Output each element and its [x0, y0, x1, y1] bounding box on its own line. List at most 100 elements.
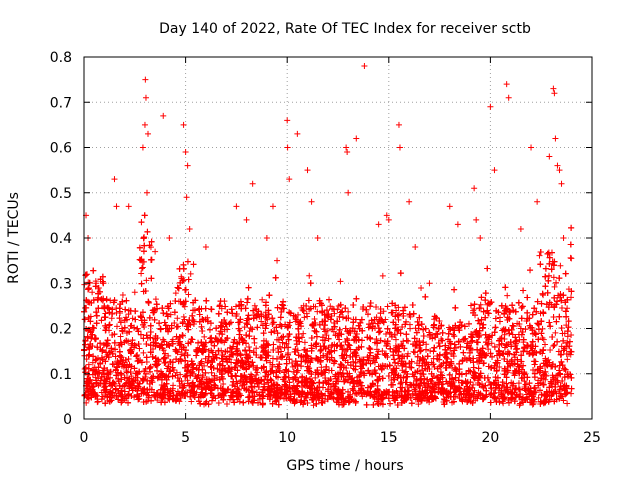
data-point — [306, 272, 313, 279]
data-point — [564, 356, 571, 363]
data-point — [113, 309, 120, 316]
data-point — [506, 309, 513, 316]
data-point — [119, 292, 126, 299]
data-point — [345, 308, 352, 315]
data-point — [323, 332, 330, 339]
data-point — [245, 344, 252, 351]
data-point — [551, 283, 558, 290]
data-point — [504, 292, 511, 299]
data-point — [312, 374, 319, 381]
data-point — [491, 343, 498, 350]
data-point — [496, 363, 503, 370]
data-point — [187, 270, 194, 277]
data-point — [114, 323, 121, 330]
data-point — [251, 302, 258, 309]
data-point — [117, 333, 124, 340]
data-point — [140, 349, 147, 356]
data-point — [567, 254, 574, 261]
data-point — [367, 335, 374, 342]
data-point — [418, 285, 425, 292]
data-point — [564, 333, 571, 340]
data-point — [388, 331, 395, 338]
data-point — [395, 316, 402, 323]
data-point — [221, 390, 228, 397]
data-point — [236, 398, 243, 405]
data-point — [152, 296, 159, 303]
data-point — [253, 371, 260, 378]
data-point — [324, 327, 331, 334]
data-point — [125, 311, 132, 318]
data-point — [535, 394, 542, 401]
data-point — [518, 358, 525, 365]
data-point — [169, 385, 176, 392]
data-point — [202, 355, 209, 362]
data-point — [376, 373, 383, 380]
data-point — [416, 362, 423, 369]
data-point — [550, 274, 557, 281]
data-point — [564, 400, 571, 407]
data-point — [547, 346, 554, 353]
data-point — [139, 264, 146, 271]
data-point — [143, 277, 150, 284]
data-point — [510, 323, 517, 330]
data-point — [404, 350, 411, 357]
data-point — [310, 402, 317, 409]
data-point — [479, 380, 486, 387]
data-point — [83, 356, 90, 363]
data-point — [302, 358, 309, 365]
data-point — [485, 346, 492, 353]
data-point — [564, 305, 571, 312]
data-point — [484, 341, 491, 348]
data-point — [174, 315, 181, 322]
data-point — [188, 398, 195, 405]
data-point — [521, 378, 528, 385]
data-point — [405, 338, 412, 345]
data-point — [325, 344, 332, 351]
data-point — [311, 316, 318, 323]
data-point — [470, 381, 477, 388]
data-point — [228, 359, 235, 366]
data-point — [545, 356, 552, 363]
data-point — [557, 262, 564, 269]
data-point — [410, 348, 417, 355]
data-point — [253, 345, 260, 352]
data-point — [536, 252, 543, 259]
data-point — [166, 396, 173, 403]
data-point — [215, 400, 222, 407]
data-point — [549, 372, 556, 379]
data-point — [380, 308, 387, 315]
data-point — [379, 347, 386, 354]
data-point — [177, 371, 184, 378]
data-point — [568, 294, 575, 301]
data-point — [138, 270, 145, 277]
data-point — [201, 333, 208, 340]
data-point — [306, 368, 313, 375]
data-point — [229, 382, 236, 389]
data-point — [172, 290, 179, 297]
data-point — [180, 313, 187, 320]
data-point — [373, 346, 380, 353]
chart-title: Day 140 of 2022, Rate Of TEC Index for r… — [159, 21, 531, 37]
data-point — [301, 314, 308, 321]
data-point — [484, 301, 491, 308]
data-point — [301, 339, 308, 346]
data-point — [220, 381, 227, 388]
data-point — [258, 318, 265, 325]
data-point — [509, 331, 516, 338]
data-point — [178, 351, 185, 358]
data-point — [539, 335, 546, 342]
data-point — [343, 335, 350, 342]
data-point — [390, 367, 397, 374]
data-point — [241, 324, 248, 331]
data-point — [165, 352, 172, 359]
data-point — [419, 354, 426, 361]
data-point — [175, 323, 182, 330]
data-points — [81, 63, 575, 409]
data-point — [379, 272, 386, 279]
data-point — [427, 347, 434, 354]
data-point — [173, 369, 180, 376]
data-point — [393, 307, 400, 314]
data-point — [259, 296, 266, 303]
data-point — [513, 337, 520, 344]
